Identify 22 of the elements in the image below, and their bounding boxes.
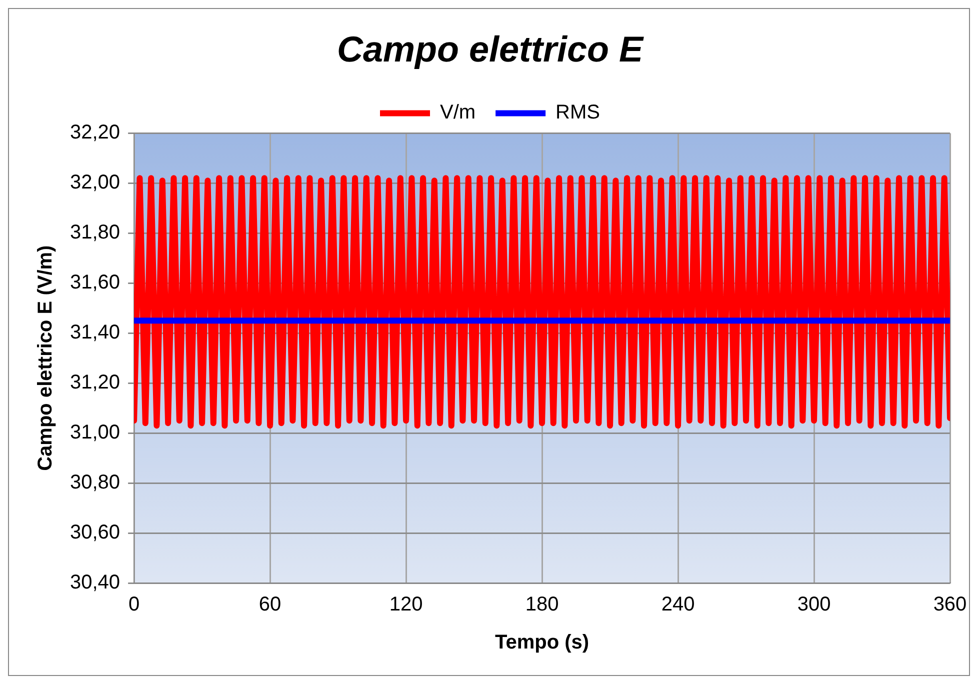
y-axis-title: Campo elettrico E (V/m) xyxy=(34,245,57,471)
x-axis-title: Tempo (s) xyxy=(494,632,590,654)
x-tick-label: 240 xyxy=(661,594,695,616)
y-tick-label: 31,80 xyxy=(70,222,120,244)
y-tick-label: 31,20 xyxy=(70,372,120,394)
x-tick-label: 120 xyxy=(389,594,423,616)
x-tick-label: 60 xyxy=(258,594,282,616)
y-tick-label: 32,00 xyxy=(70,172,120,194)
x-tick-label: 300 xyxy=(797,594,831,616)
x-tick-label: 0 xyxy=(128,594,140,616)
y-tick-label: 30,80 xyxy=(70,472,120,494)
y-tick-label: 30,60 xyxy=(70,522,120,544)
y-tick-label: 30,40 xyxy=(70,572,120,594)
chart-title: Campo elettrico E xyxy=(336,28,644,70)
legend-label: RMS xyxy=(556,102,600,124)
y-tick-label: 31,60 xyxy=(70,272,120,294)
y-tick-label: 31,00 xyxy=(70,422,120,444)
legend-label: V/m xyxy=(440,102,476,124)
y-tick-label: 31,40 xyxy=(70,322,120,344)
x-tick-label: 360 xyxy=(933,594,967,616)
x-tick-label: 180 xyxy=(525,594,559,616)
y-tick-label: 32,20 xyxy=(70,122,120,144)
